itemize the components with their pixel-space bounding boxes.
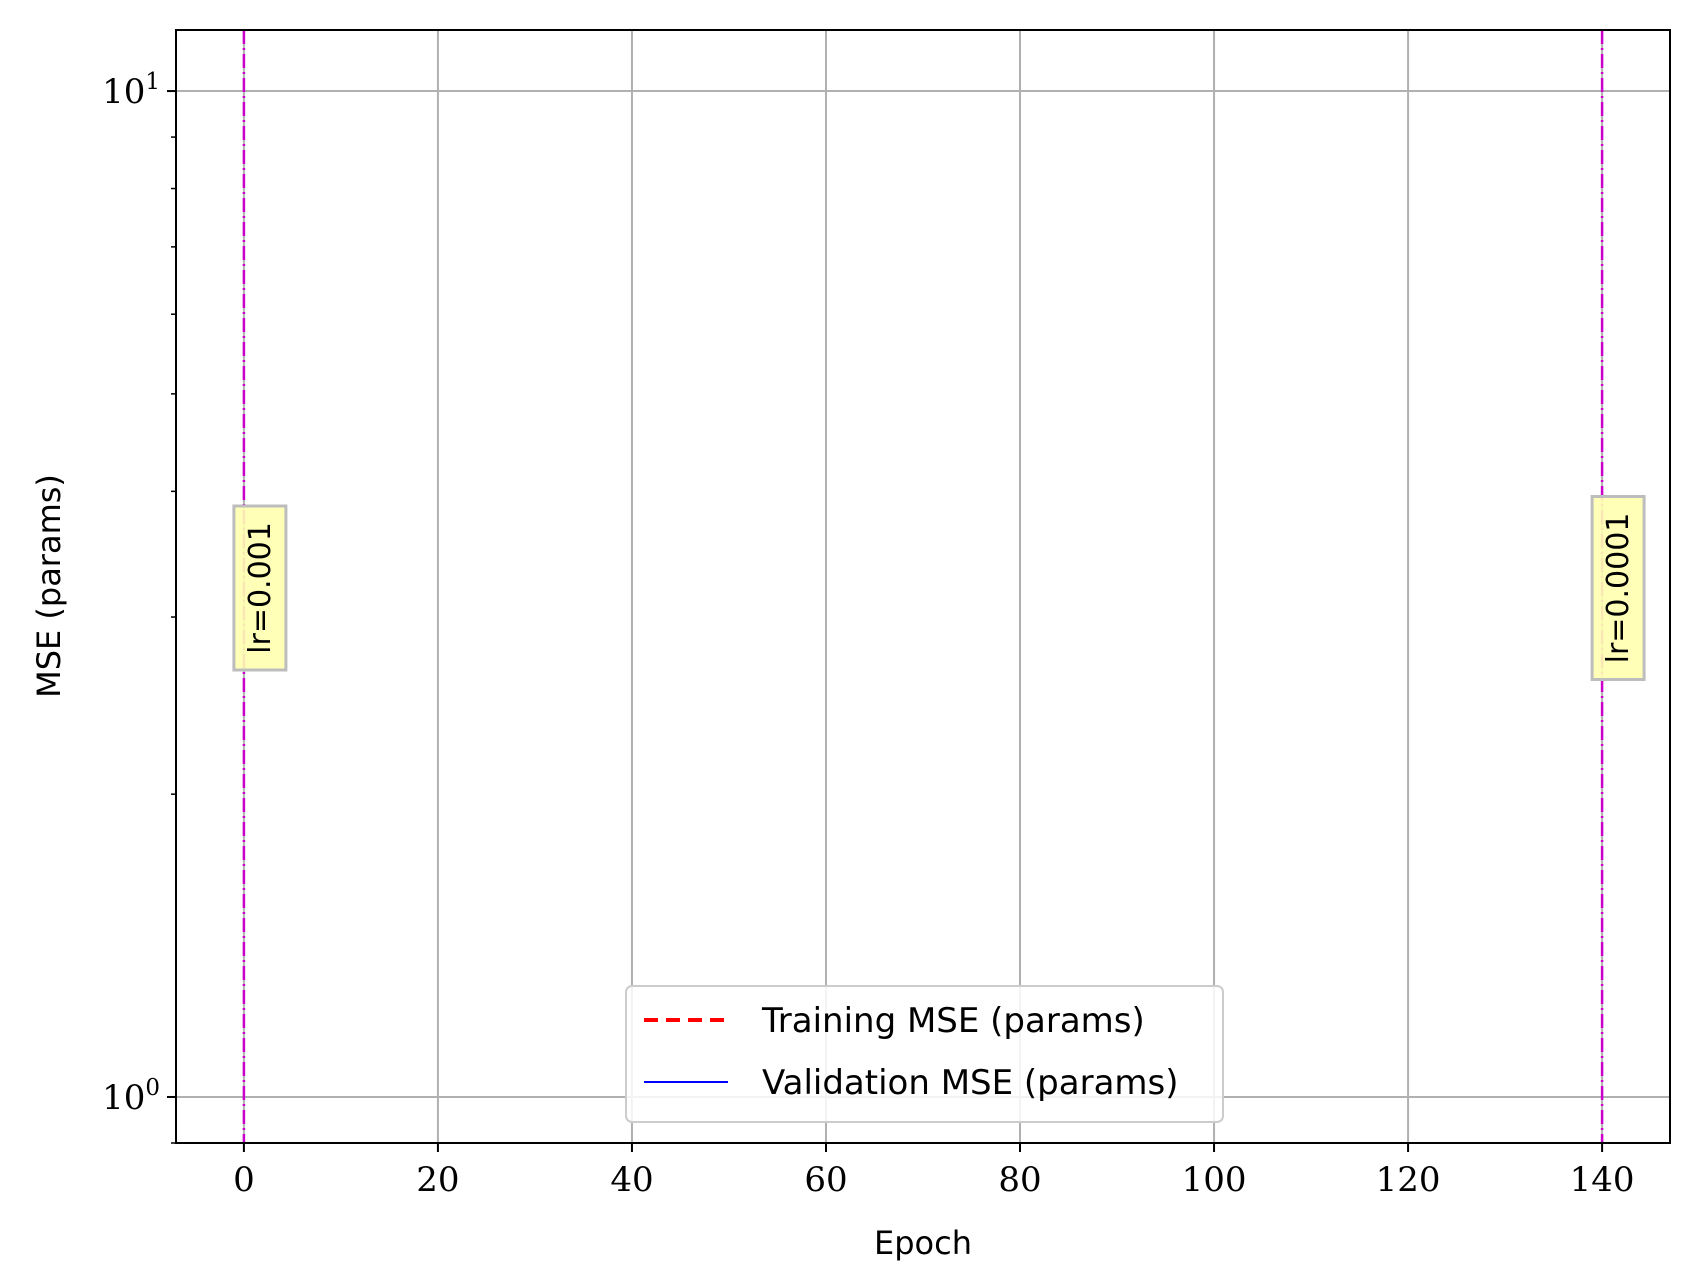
y-tick-label: 101 bbox=[102, 69, 160, 112]
lr-markers: lr=0.001 lr=0.0001 bbox=[232, 30, 1646, 1143]
plot-frame bbox=[175, 29, 1671, 1144]
x-tick-label: 20 bbox=[416, 1160, 459, 1200]
y-tick-label: 100 bbox=[102, 1075, 160, 1118]
lr-marker-label: lr=0.001 bbox=[243, 522, 278, 654]
y-axis-label: MSE (params) bbox=[30, 474, 68, 698]
legend: Training MSE (params) Validation MSE (pa… bbox=[625, 985, 1224, 1123]
grid bbox=[176, 30, 1670, 1143]
x-tick-label: 100 bbox=[1182, 1160, 1247, 1200]
x-axis-ticks: 0 20 40 60 80 100 120 140 bbox=[233, 1143, 1635, 1200]
x-tick-label: 0 bbox=[233, 1160, 255, 1200]
x-tick-label: 120 bbox=[1376, 1160, 1441, 1200]
legend-frame bbox=[625, 985, 1224, 1123]
x-tick-label: 80 bbox=[998, 1160, 1041, 1200]
lr-marker-box bbox=[1590, 495, 1646, 681]
x-tick-label: 140 bbox=[1570, 1160, 1635, 1200]
legend-label-validation: Validation MSE (params) bbox=[762, 1063, 1179, 1103]
lr-marker-label: lr=0.0001 bbox=[1601, 513, 1636, 664]
x-tick-label: 40 bbox=[610, 1160, 653, 1200]
legend-label-training: Training MSE (params) bbox=[761, 1001, 1145, 1041]
x-axis-label: Epoch bbox=[874, 1224, 972, 1262]
lr-marker-box bbox=[232, 504, 288, 672]
x-tick-label: 60 bbox=[804, 1160, 847, 1200]
y-axis-ticks: 100 101 bbox=[102, 69, 176, 1118]
